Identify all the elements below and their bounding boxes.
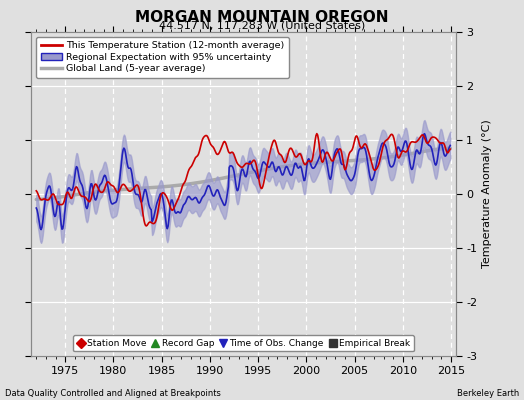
Text: Data Quality Controlled and Aligned at Breakpoints: Data Quality Controlled and Aligned at B… (5, 389, 221, 398)
Text: 44.517 N, 117.283 W (United States): 44.517 N, 117.283 W (United States) (159, 21, 365, 31)
Text: MORGAN MOUNTAIN OREGON: MORGAN MOUNTAIN OREGON (135, 10, 389, 25)
Legend: Station Move, Record Gap, Time of Obs. Change, Empirical Break: Station Move, Record Gap, Time of Obs. C… (73, 335, 414, 352)
Y-axis label: Temperature Anomaly (°C): Temperature Anomaly (°C) (482, 120, 492, 268)
Text: Berkeley Earth: Berkeley Earth (456, 389, 519, 398)
